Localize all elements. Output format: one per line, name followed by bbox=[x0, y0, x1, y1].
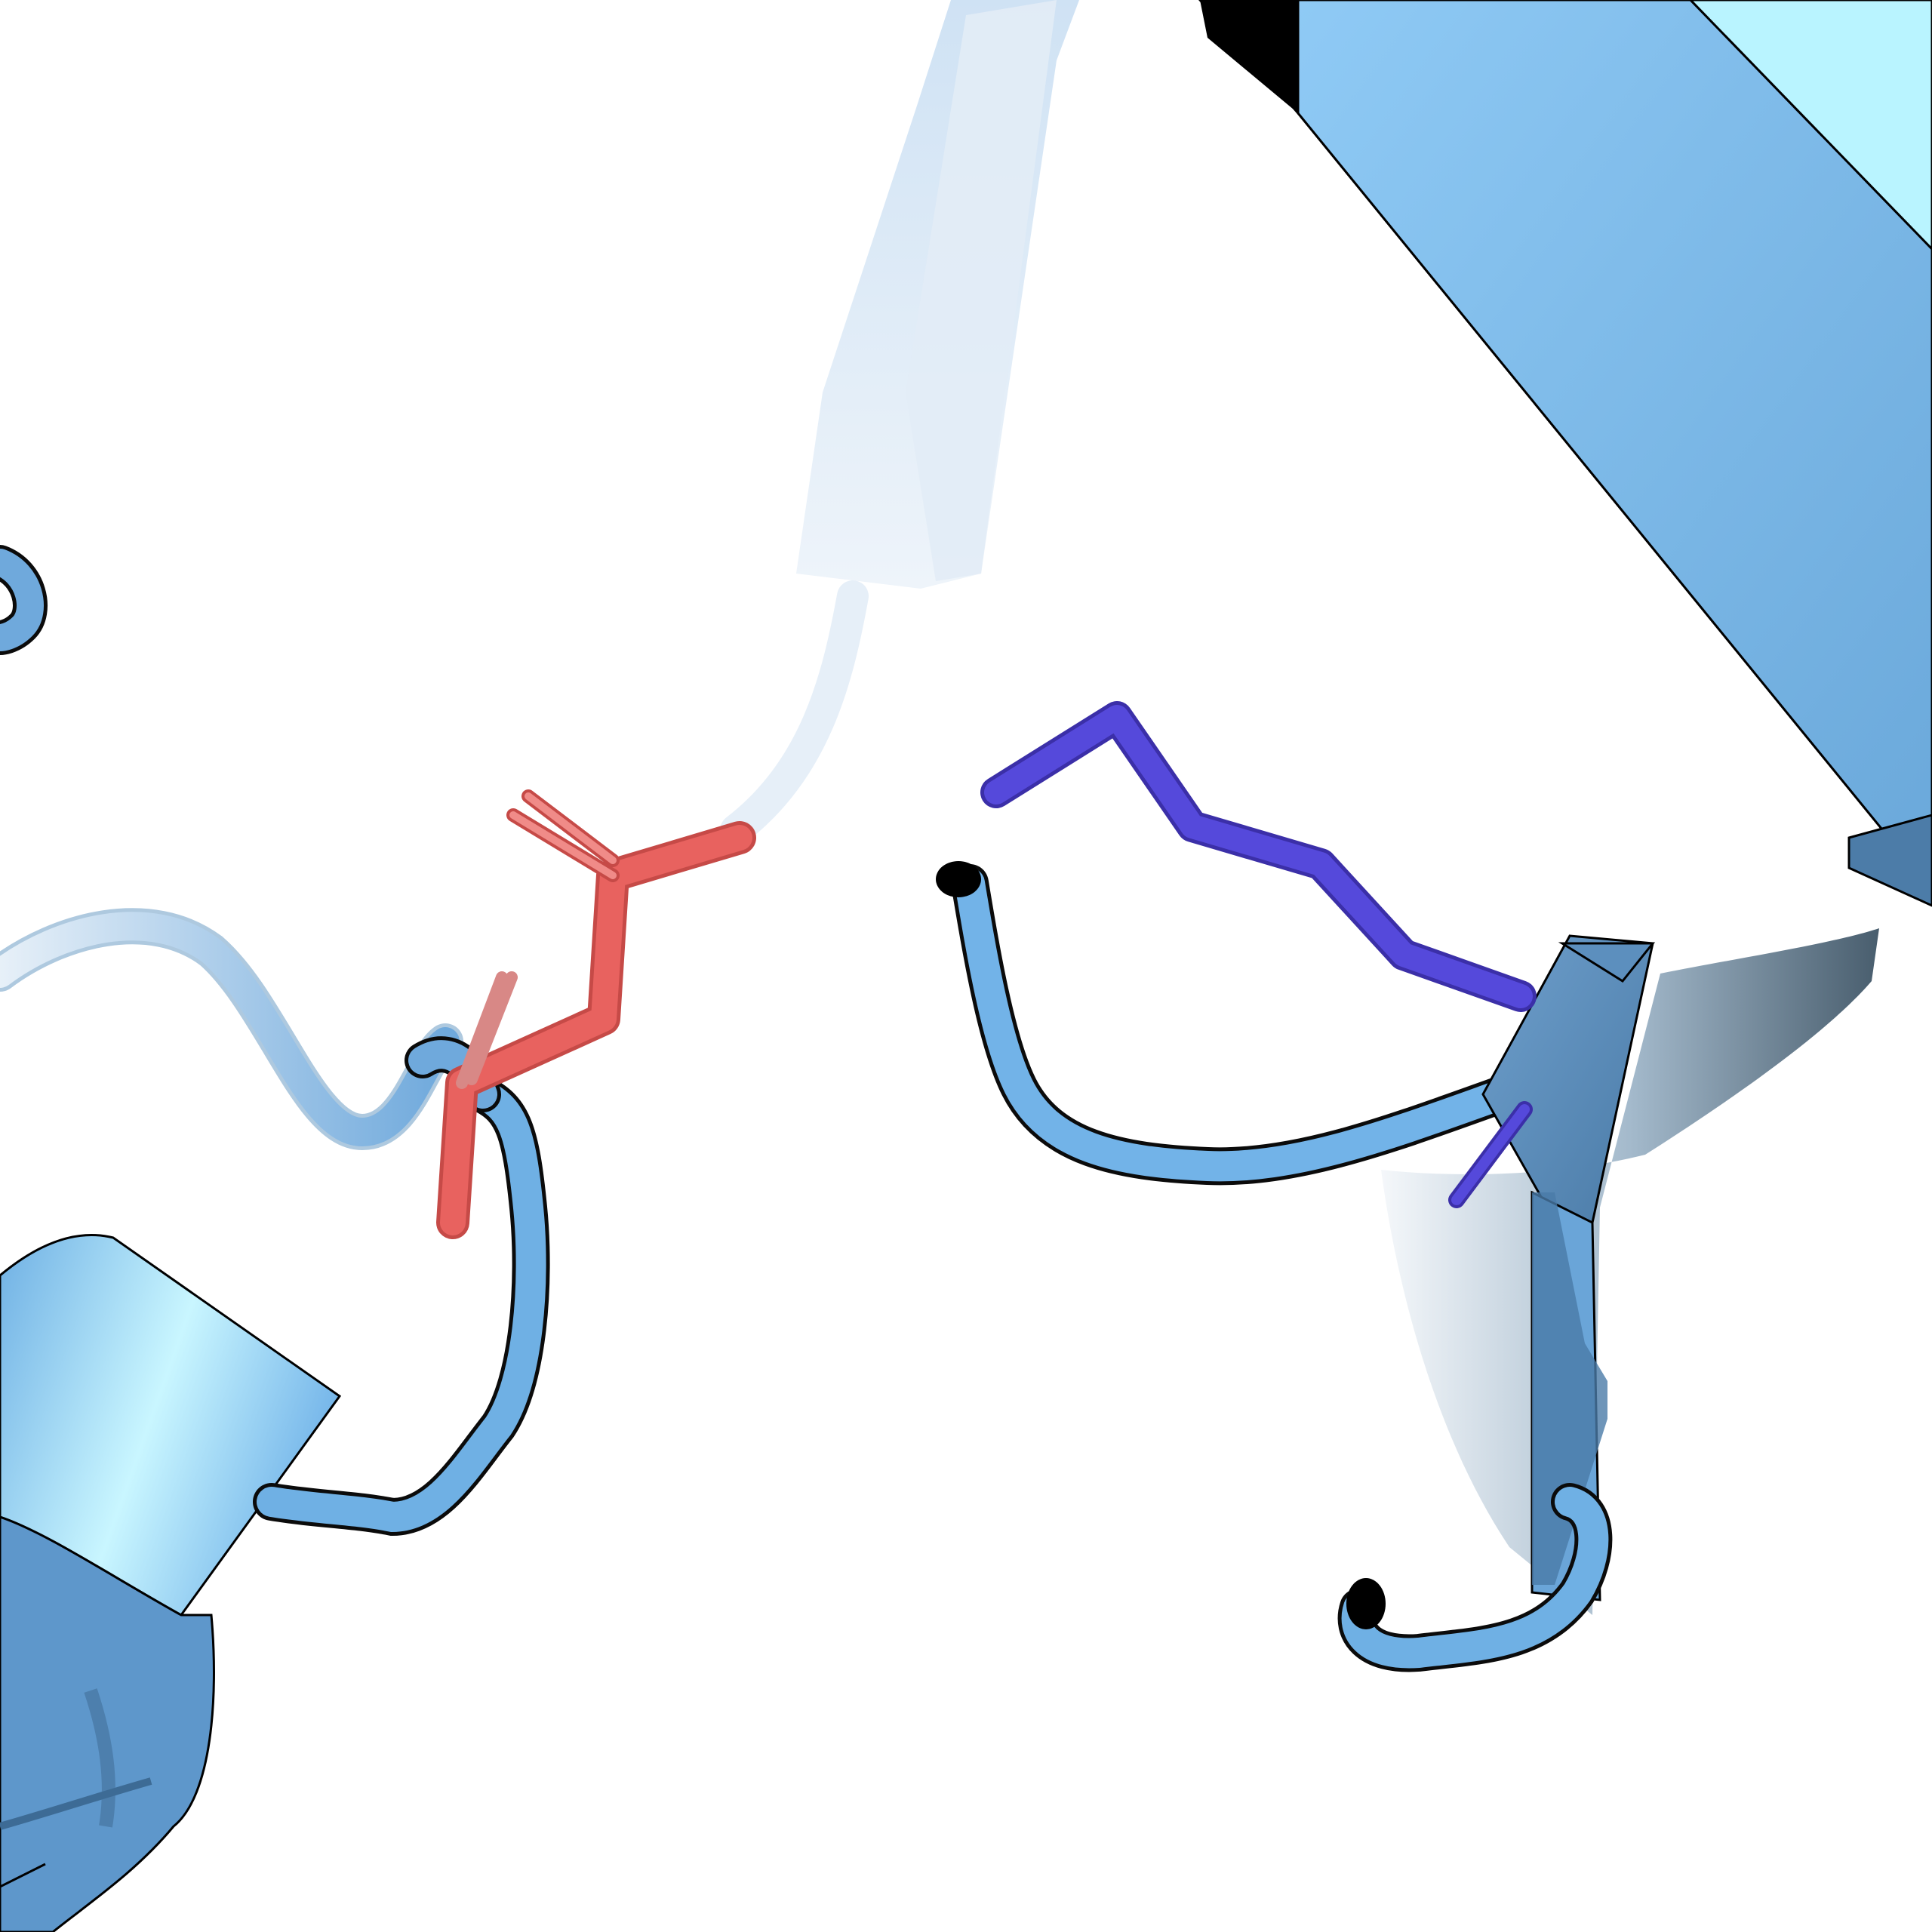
loop-coil-left-faded bbox=[0, 908, 463, 1151]
loop-coil-center bbox=[936, 861, 1521, 1186]
beta-strand-top-right bbox=[1198, 0, 1932, 907]
helix-bottom-left bbox=[0, 1234, 342, 1932]
loop-left-edge bbox=[0, 545, 48, 655]
basic-residue-sticks bbox=[980, 701, 1537, 1208]
beta-sheet-right bbox=[1337, 928, 1879, 1672]
beta-strand-top-center-faded bbox=[720, 0, 1079, 846]
acidic-residue-sticks bbox=[436, 789, 756, 1239]
